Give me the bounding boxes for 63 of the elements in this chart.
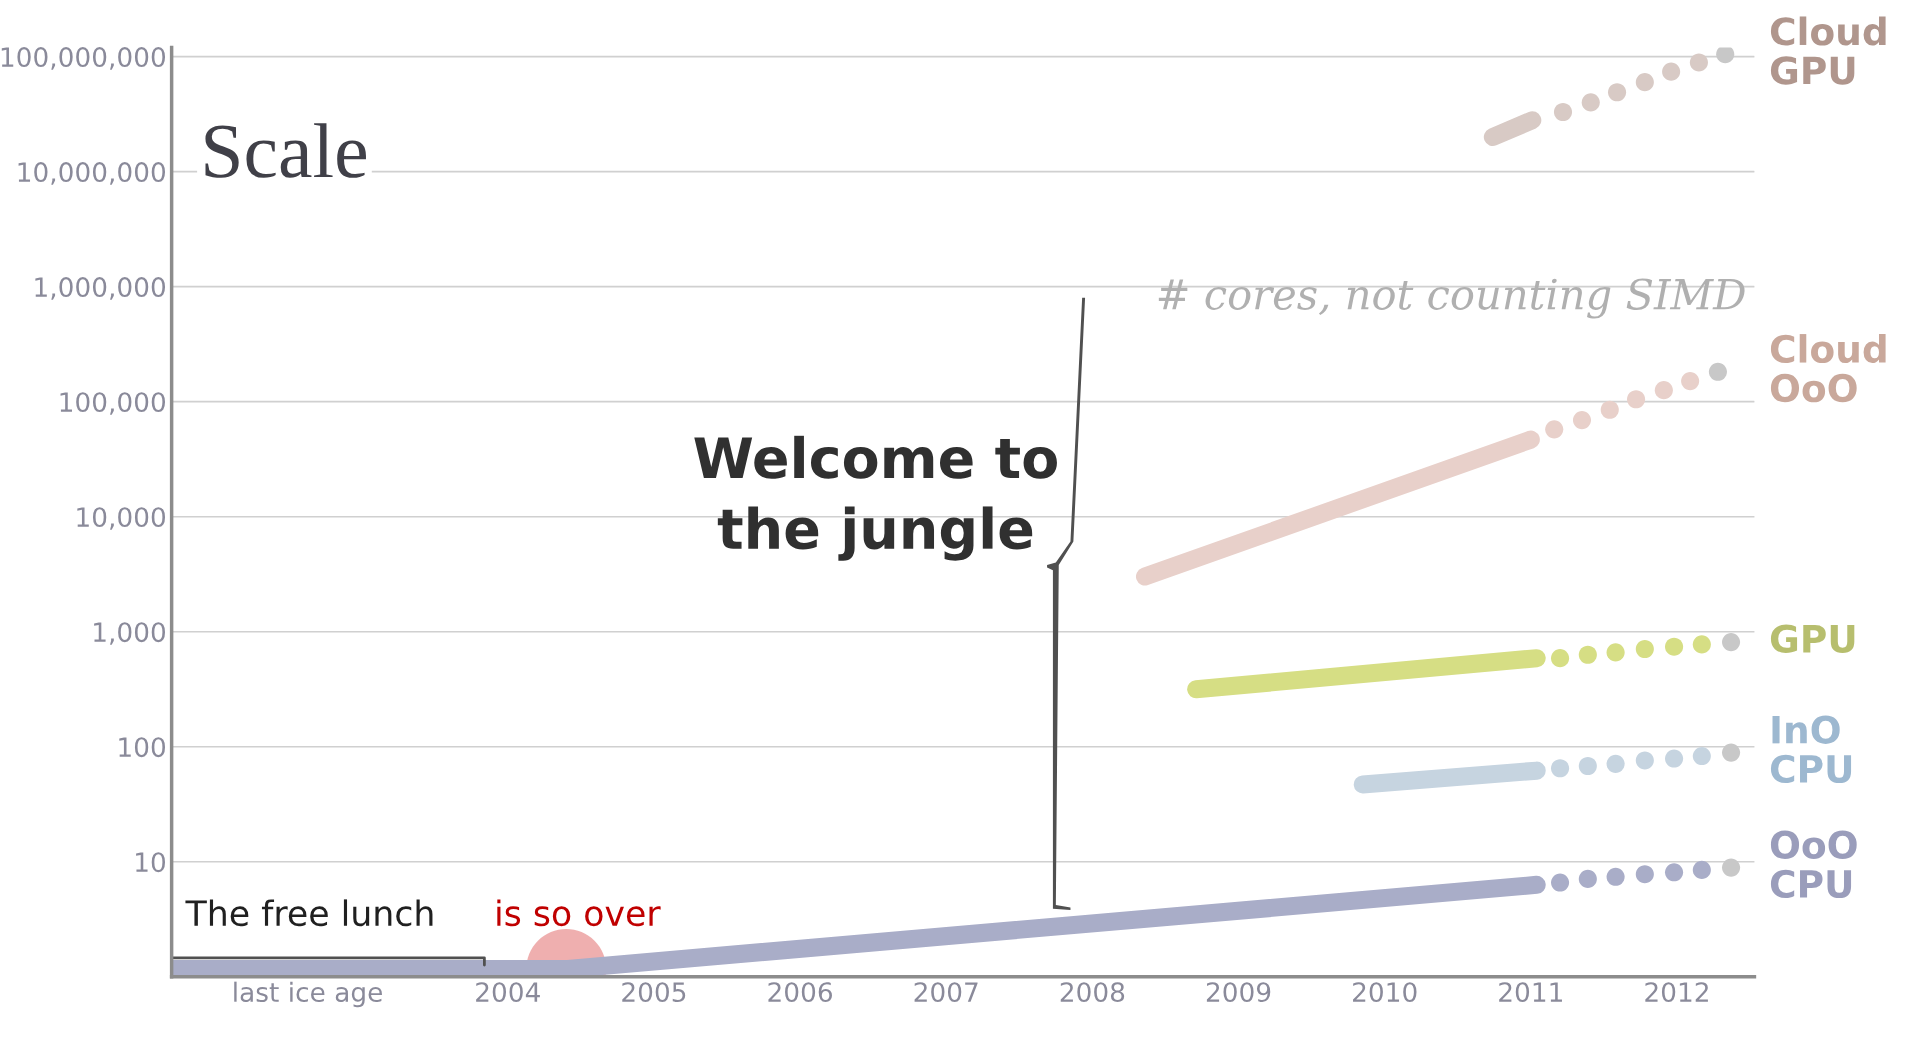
point bbox=[1608, 83, 1627, 102]
y-tick-label: 100,000 bbox=[60, 392, 166, 415]
point bbox=[1722, 743, 1741, 762]
annotation: Welcome to the jungle bbox=[694, 435, 1057, 561]
y-tick-label: 1,000,000 bbox=[35, 277, 166, 300]
point bbox=[1635, 751, 1654, 770]
point bbox=[1551, 873, 1570, 892]
y-tick-label: 10,000 bbox=[77, 507, 166, 530]
point bbox=[1578, 645, 1597, 664]
x-tick-label: 2011 bbox=[1499, 982, 1562, 1003]
x-tick-label: 2010 bbox=[1353, 982, 1417, 1003]
point bbox=[1635, 865, 1654, 884]
point bbox=[1600, 400, 1619, 419]
point bbox=[1551, 759, 1570, 778]
annotation: is so over bbox=[497, 899, 661, 927]
y-tick-label: 10,000,000 bbox=[18, 162, 166, 185]
series-label: Cloud OoO bbox=[1770, 334, 1886, 403]
point bbox=[1551, 649, 1570, 668]
point bbox=[1692, 747, 1711, 766]
point bbox=[1578, 869, 1597, 888]
point bbox=[1665, 749, 1684, 768]
x-tick-label: 2006 bbox=[768, 982, 832, 1003]
point bbox=[1722, 858, 1741, 877]
x-tick-label: 2004 bbox=[476, 982, 540, 1003]
x-tick-label: 2007 bbox=[914, 982, 978, 1003]
y-tick-label: 1,000 bbox=[94, 622, 166, 645]
x-tick-label: 2008 bbox=[1060, 982, 1125, 1003]
y-tick-label: 100,000,000 bbox=[1, 47, 166, 70]
point bbox=[1665, 863, 1684, 882]
point bbox=[1635, 73, 1654, 92]
x-tick-label: last ice age bbox=[234, 981, 382, 1008]
point bbox=[1692, 635, 1711, 654]
point bbox=[1578, 756, 1597, 776]
series-label: OoO CPU bbox=[1770, 830, 1857, 899]
x-tick-label: 2005 bbox=[622, 982, 686, 1003]
point bbox=[1606, 643, 1625, 662]
point bbox=[1716, 47, 1735, 64]
point bbox=[1654, 381, 1673, 400]
point bbox=[1581, 93, 1600, 112]
point bbox=[1553, 102, 1573, 122]
point bbox=[1635, 639, 1654, 659]
annotation: The free lunch bbox=[185, 899, 433, 927]
point bbox=[1722, 633, 1741, 652]
series-label: Cloud GPU bbox=[1770, 16, 1886, 85]
point bbox=[1627, 390, 1646, 409]
point bbox=[1692, 860, 1711, 879]
point bbox=[1689, 53, 1708, 72]
y-tick-label: 100 bbox=[119, 737, 166, 758]
point bbox=[1708, 362, 1727, 381]
point bbox=[1662, 62, 1681, 81]
x-tick-label: 2012 bbox=[1645, 982, 1708, 1003]
series-label: InO CPU bbox=[1770, 715, 1852, 784]
x-tick-label: 2009 bbox=[1206, 982, 1271, 1003]
series-label: GPU bbox=[1770, 624, 1855, 653]
point bbox=[1681, 372, 1700, 391]
point bbox=[1665, 637, 1684, 656]
y-tick-label: 10 bbox=[136, 852, 166, 873]
point bbox=[1606, 754, 1625, 773]
point bbox=[1545, 420, 1564, 439]
point bbox=[1606, 867, 1625, 886]
text: Scale bbox=[205, 123, 366, 178]
point bbox=[1572, 411, 1592, 430]
text: # cores, not counting SIMD bbox=[1158, 278, 1745, 319]
